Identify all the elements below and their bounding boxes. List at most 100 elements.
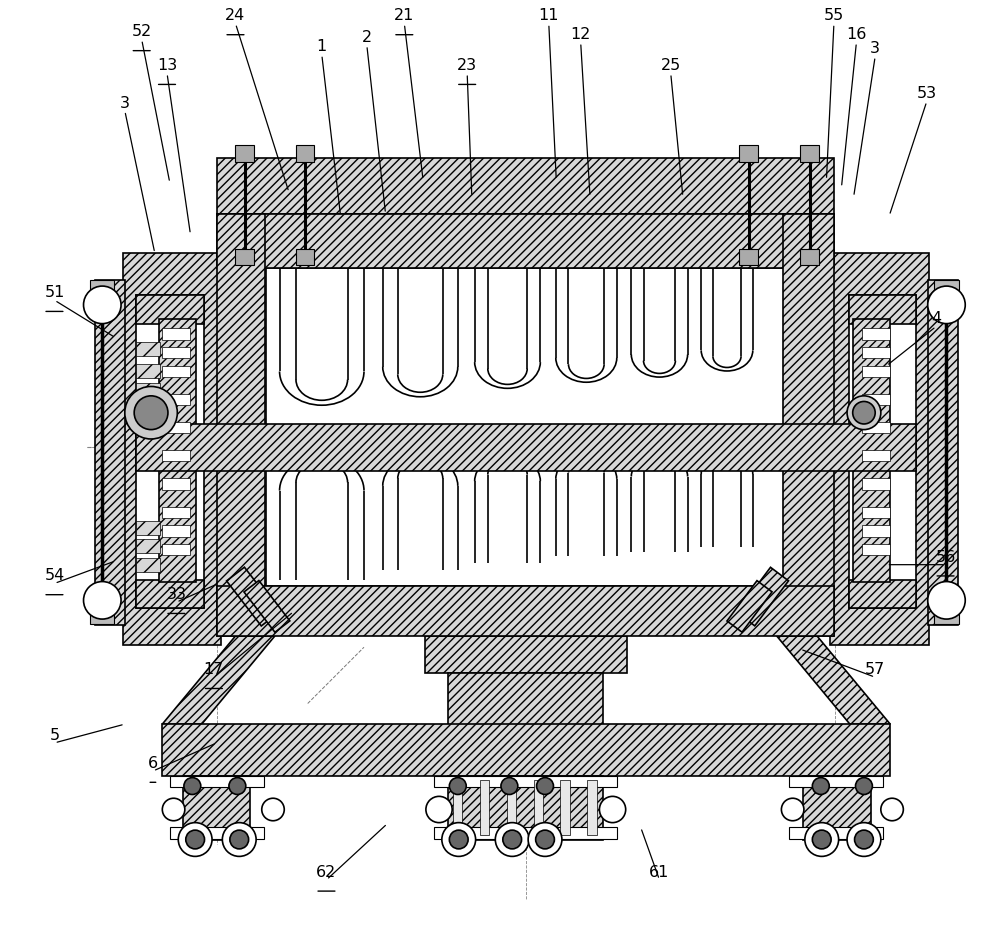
Bar [90,603,114,624]
Bar [136,295,204,608]
Circle shape [536,830,554,849]
Text: 61: 61 [649,865,670,880]
Bar [162,544,190,555]
Bar [95,280,125,625]
Text: 25: 25 [661,58,681,73]
Circle shape [501,778,518,794]
Text: 55: 55 [824,8,844,23]
Polygon shape [227,567,279,626]
Bar [217,214,834,268]
Circle shape [134,396,168,430]
Bar [162,724,890,776]
Bar [217,158,834,214]
Circle shape [599,796,626,823]
Bar [862,478,890,490]
Text: 4: 4 [931,311,941,326]
Bar [862,507,890,518]
Circle shape [184,778,201,794]
Circle shape [847,396,881,430]
Text: 6: 6 [148,756,158,771]
Bar [789,776,883,787]
Bar [739,145,758,162]
Circle shape [537,778,553,794]
Circle shape [230,830,249,849]
Bar [266,268,787,448]
Bar [434,776,617,787]
Bar [434,827,617,839]
Circle shape [781,798,804,821]
Bar [862,544,890,555]
Circle shape [928,286,965,324]
Circle shape [426,796,452,823]
Bar [90,280,114,300]
Bar [803,776,871,840]
Bar [162,478,190,490]
Circle shape [178,823,212,856]
Bar [296,145,314,162]
Text: 57: 57 [865,662,885,677]
Bar [217,427,834,470]
Bar [934,603,959,624]
Bar [425,636,627,673]
Bar [448,776,603,840]
Circle shape [84,582,121,619]
Polygon shape [162,636,275,724]
Bar [800,145,819,162]
Text: 21: 21 [394,8,415,23]
Circle shape [495,823,529,856]
Circle shape [881,798,903,821]
Bar [162,507,190,518]
Bar [235,145,254,162]
Text: 16: 16 [846,27,867,42]
Bar [862,394,890,405]
Circle shape [162,798,185,821]
Bar [162,450,190,461]
Bar [170,827,264,839]
Bar [862,450,890,461]
Bar [534,780,543,835]
Circle shape [449,830,468,849]
Circle shape [928,582,965,619]
Circle shape [449,778,466,794]
Bar [849,295,916,608]
Text: 53: 53 [917,86,937,101]
Bar [849,295,916,324]
Text: 17: 17 [204,662,224,677]
Bar [136,521,160,535]
Bar [862,328,890,340]
Bar [849,580,916,608]
Text: 33: 33 [166,587,186,602]
Text: 3: 3 [120,96,130,111]
Text: 5: 5 [49,728,60,743]
Circle shape [125,386,177,439]
Circle shape [222,823,256,856]
Circle shape [855,830,873,849]
Circle shape [262,798,284,821]
Bar [296,249,314,265]
Polygon shape [777,636,890,724]
Bar [217,214,265,636]
Text: 1: 1 [317,39,327,54]
Text: 11: 11 [539,8,559,23]
Bar [862,422,890,433]
Bar [136,295,204,324]
Bar [862,525,890,537]
Polygon shape [737,567,789,626]
Bar [800,249,819,265]
Bar [862,366,890,377]
Bar [159,319,196,582]
Circle shape [503,830,522,849]
Polygon shape [244,581,290,632]
Bar [162,525,190,537]
Circle shape [812,778,829,794]
Bar [739,249,758,265]
Text: 54: 54 [44,568,65,583]
Bar [162,366,190,377]
Circle shape [856,778,872,794]
Text: 24: 24 [225,8,246,23]
Circle shape [528,823,562,856]
Bar [136,364,160,378]
Text: 23: 23 [457,58,477,73]
Polygon shape [727,581,772,632]
Circle shape [442,823,476,856]
